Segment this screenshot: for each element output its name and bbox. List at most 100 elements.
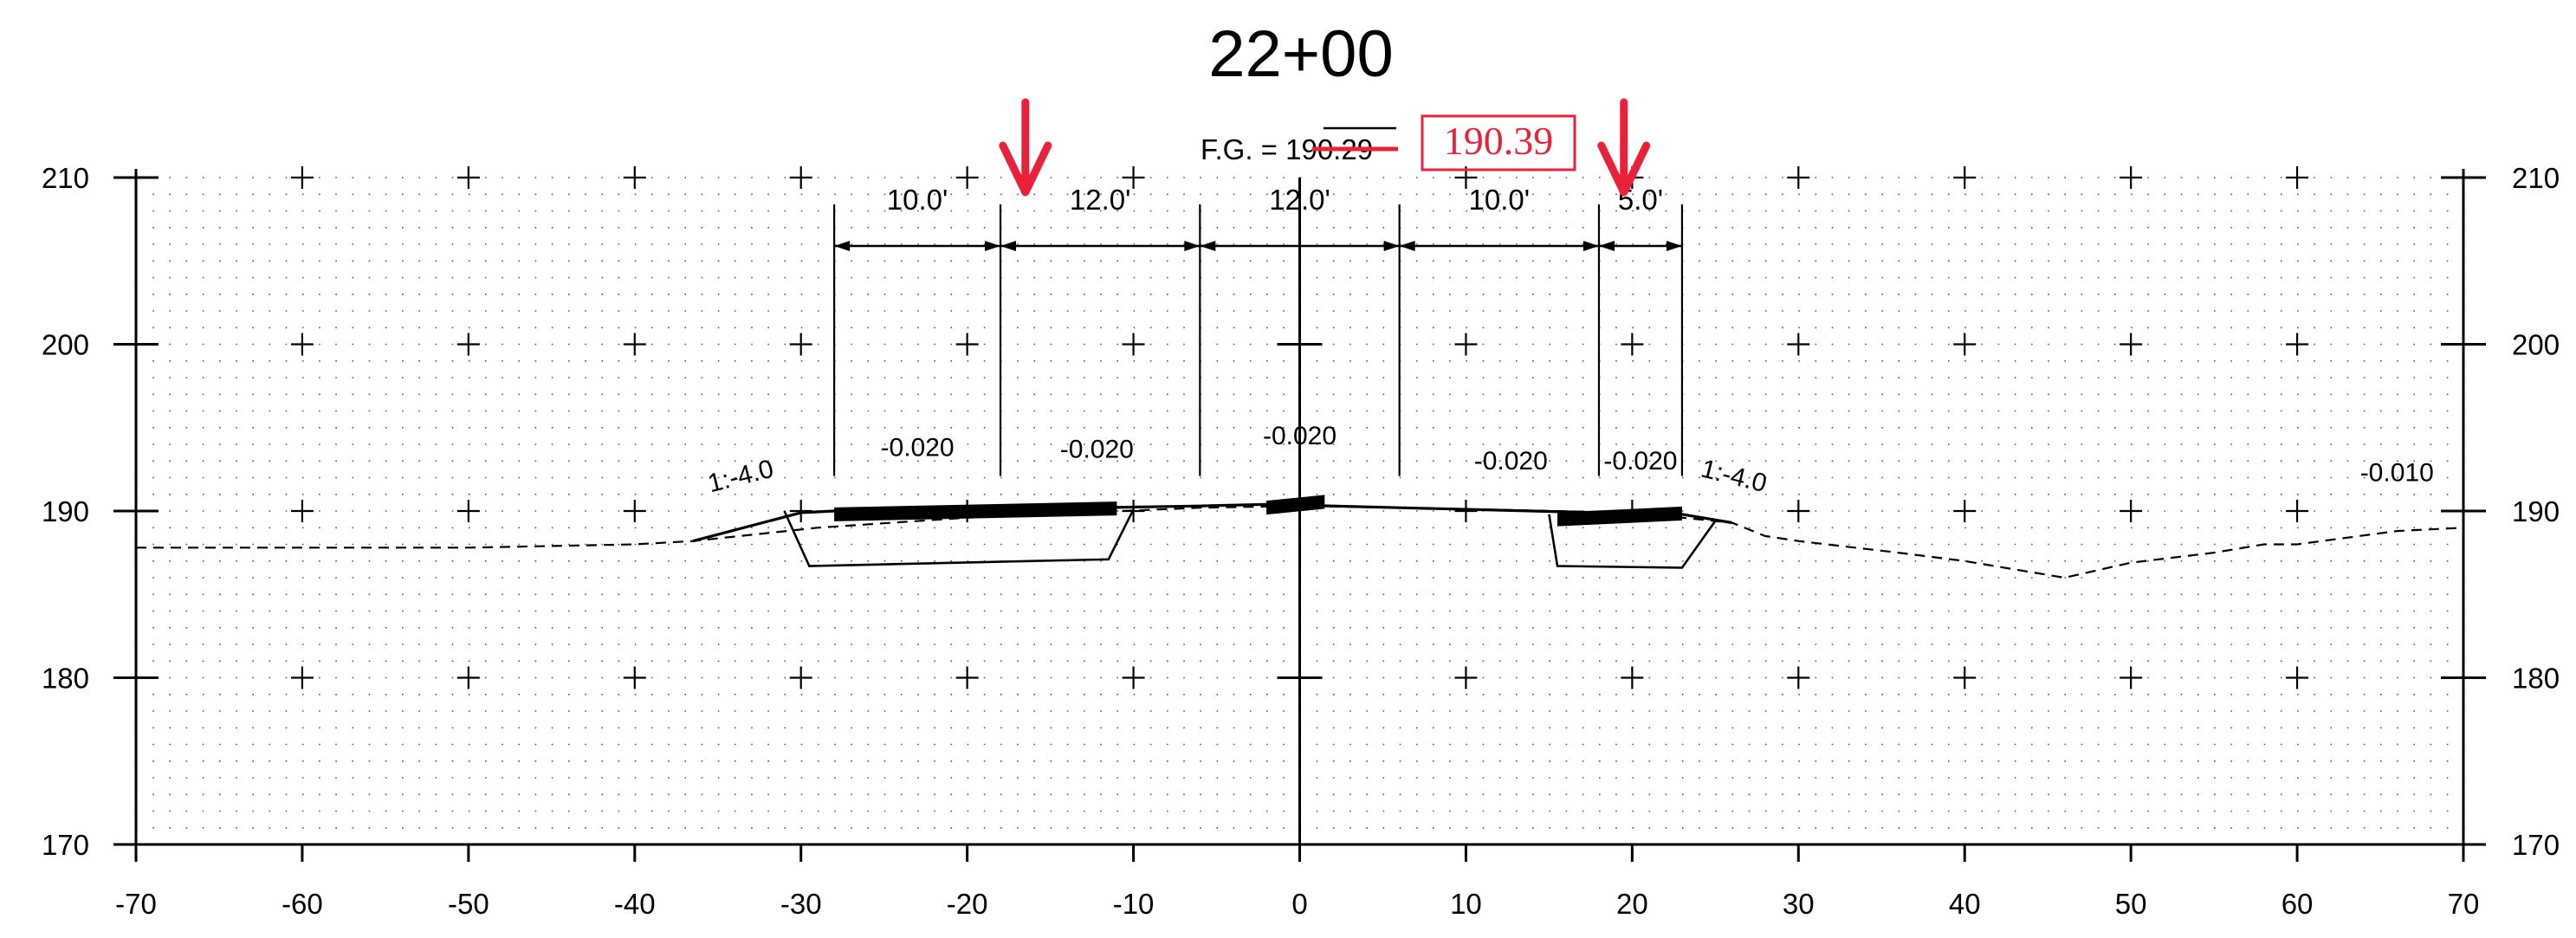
- grid-cross: [2286, 500, 2309, 522]
- grid-cross: [1454, 333, 1478, 356]
- grid-cross: [1787, 666, 1810, 689]
- x-tick-label: -40: [614, 888, 656, 920]
- grid-cross: [456, 666, 480, 689]
- y-tick-label-right: 190: [2512, 495, 2560, 527]
- grid-cross: [955, 666, 979, 689]
- grid-cross: [2286, 333, 2309, 356]
- grid-cross: [2120, 500, 2143, 522]
- grid-cross: [623, 166, 646, 189]
- grid-cross: [2286, 166, 2309, 189]
- lane-width-label: 10.0': [1469, 184, 1531, 216]
- dimension-arrowhead: [1383, 241, 1400, 251]
- x-tick-label: 40: [1949, 888, 1981, 920]
- grid-cross: [456, 333, 480, 356]
- pavement-sections: [834, 495, 1682, 527]
- grid-cross: [1953, 500, 1977, 522]
- y-tick-label-left: 210: [42, 162, 89, 194]
- dimension-arrowhead: [1598, 241, 1615, 251]
- pavement-bar: [1266, 495, 1325, 515]
- grid-cross: [290, 666, 314, 689]
- y-tick-label-right: 210: [2512, 162, 2560, 194]
- y-tick-label-right: 200: [2512, 329, 2560, 361]
- grid-cross: [1621, 333, 1644, 356]
- x-tick-label: -20: [947, 888, 988, 920]
- grid-cross: [1122, 166, 1145, 189]
- x-axis-labels: -70 -60 -50 -40 -30 -20 -10 0 10 20 30 40 50 60 70: [115, 888, 2479, 920]
- station-title: 22+00: [1208, 17, 1393, 91]
- grid-cross: [290, 333, 314, 356]
- y-tick-label-right: 180: [2512, 663, 2560, 695]
- left-trench-outline: [783, 508, 1135, 567]
- side-slope-label: 1:-4.0: [1699, 455, 1770, 499]
- grid-cross: [623, 333, 646, 356]
- y-tick-label-left: 190: [42, 495, 89, 527]
- grid-cross: [1621, 666, 1644, 689]
- grid-cross: [1122, 333, 1145, 356]
- lane-width-label: 10.0': [887, 184, 948, 216]
- pavement-bar: [834, 501, 1117, 521]
- grid-cross: [1787, 500, 1810, 522]
- grid-cross: [1953, 333, 1977, 356]
- grid-cross: [623, 500, 646, 522]
- x-tick-label: -60: [282, 888, 323, 920]
- pavement-bar: [1557, 506, 1682, 527]
- grid-cross: [623, 666, 646, 689]
- grid-cross: [290, 166, 314, 189]
- x-tick-label: 10: [1450, 888, 1482, 920]
- right-trench-outline: [1548, 514, 1717, 569]
- x-tick-label: 60: [2282, 888, 2314, 920]
- cross-slope-label: -0.020: [1060, 435, 1134, 463]
- x-tick-label: 20: [1616, 888, 1648, 920]
- cross-slope-label: -0.020: [1474, 447, 1548, 475]
- x-tick-label: 0: [1291, 888, 1307, 920]
- y-tick-label-left: 180: [42, 663, 89, 695]
- grid-cross: [1122, 666, 1145, 689]
- red-arrow-icon: [1597, 98, 1651, 197]
- grid-cross: [1454, 666, 1478, 689]
- x-tick-label: -10: [1113, 888, 1155, 920]
- grid-cross: [1953, 166, 1977, 189]
- redline-markup: 190.39: [1312, 114, 1576, 171]
- grid-cross: [789, 166, 812, 189]
- grid-cross: [2120, 666, 2143, 689]
- y-axis-labels-right: 210 200 190 180 170: [2512, 162, 2560, 861]
- dimension-arrowhead: [1200, 241, 1216, 251]
- y-tick-label-left: 170: [42, 829, 89, 861]
- grid-cross: [1953, 666, 1977, 689]
- y-tick-label-left: 200: [42, 329, 89, 361]
- lane-width-label: 12.0': [1070, 184, 1131, 216]
- grid-cross: [955, 166, 979, 189]
- finished-grade-prefix: F.G. =: [1201, 133, 1285, 165]
- dimension-arrowhead: [985, 241, 1001, 251]
- grid-cross: [1787, 166, 1810, 189]
- dimension-arrowhead: [834, 241, 851, 251]
- grid-cross: [789, 333, 812, 356]
- grid-cross: [456, 500, 480, 522]
- x-tick-label: 50: [2115, 888, 2147, 920]
- dimension-arrowhead: [1000, 241, 1017, 251]
- x-tick-label: -30: [780, 888, 822, 920]
- y-axis-labels-left: 210 200 190 180 170: [42, 162, 89, 861]
- dimension-arrowhead: [1184, 241, 1201, 251]
- grid-cross: [456, 166, 480, 189]
- corrected-grade-value: 190.39: [1444, 119, 1554, 163]
- lane-width-label: 12.0': [1269, 184, 1330, 216]
- correction-box: [1421, 114, 1576, 171]
- grid-cross: [2286, 666, 2309, 689]
- cross-slope-label: -0.020: [881, 433, 955, 462]
- grid-cross: [1787, 333, 1810, 356]
- grid-cross: [2120, 333, 2143, 356]
- grid-cross: [290, 500, 314, 522]
- grid-cross: [1454, 500, 1478, 522]
- cross-slope-label: -0.020: [1603, 447, 1677, 475]
- grid-cross: [955, 333, 979, 356]
- dimension-arrowhead: [1399, 241, 1415, 251]
- x-tick-label: -50: [448, 888, 489, 920]
- grid-cross: [2120, 166, 2143, 189]
- x-tick-label: 70: [2448, 888, 2480, 920]
- x-tick-label: 30: [1783, 888, 1815, 920]
- redline-arrows: [999, 98, 1651, 197]
- cross-slope-label: -0.020: [1263, 422, 1337, 450]
- grid-cross: [789, 666, 812, 689]
